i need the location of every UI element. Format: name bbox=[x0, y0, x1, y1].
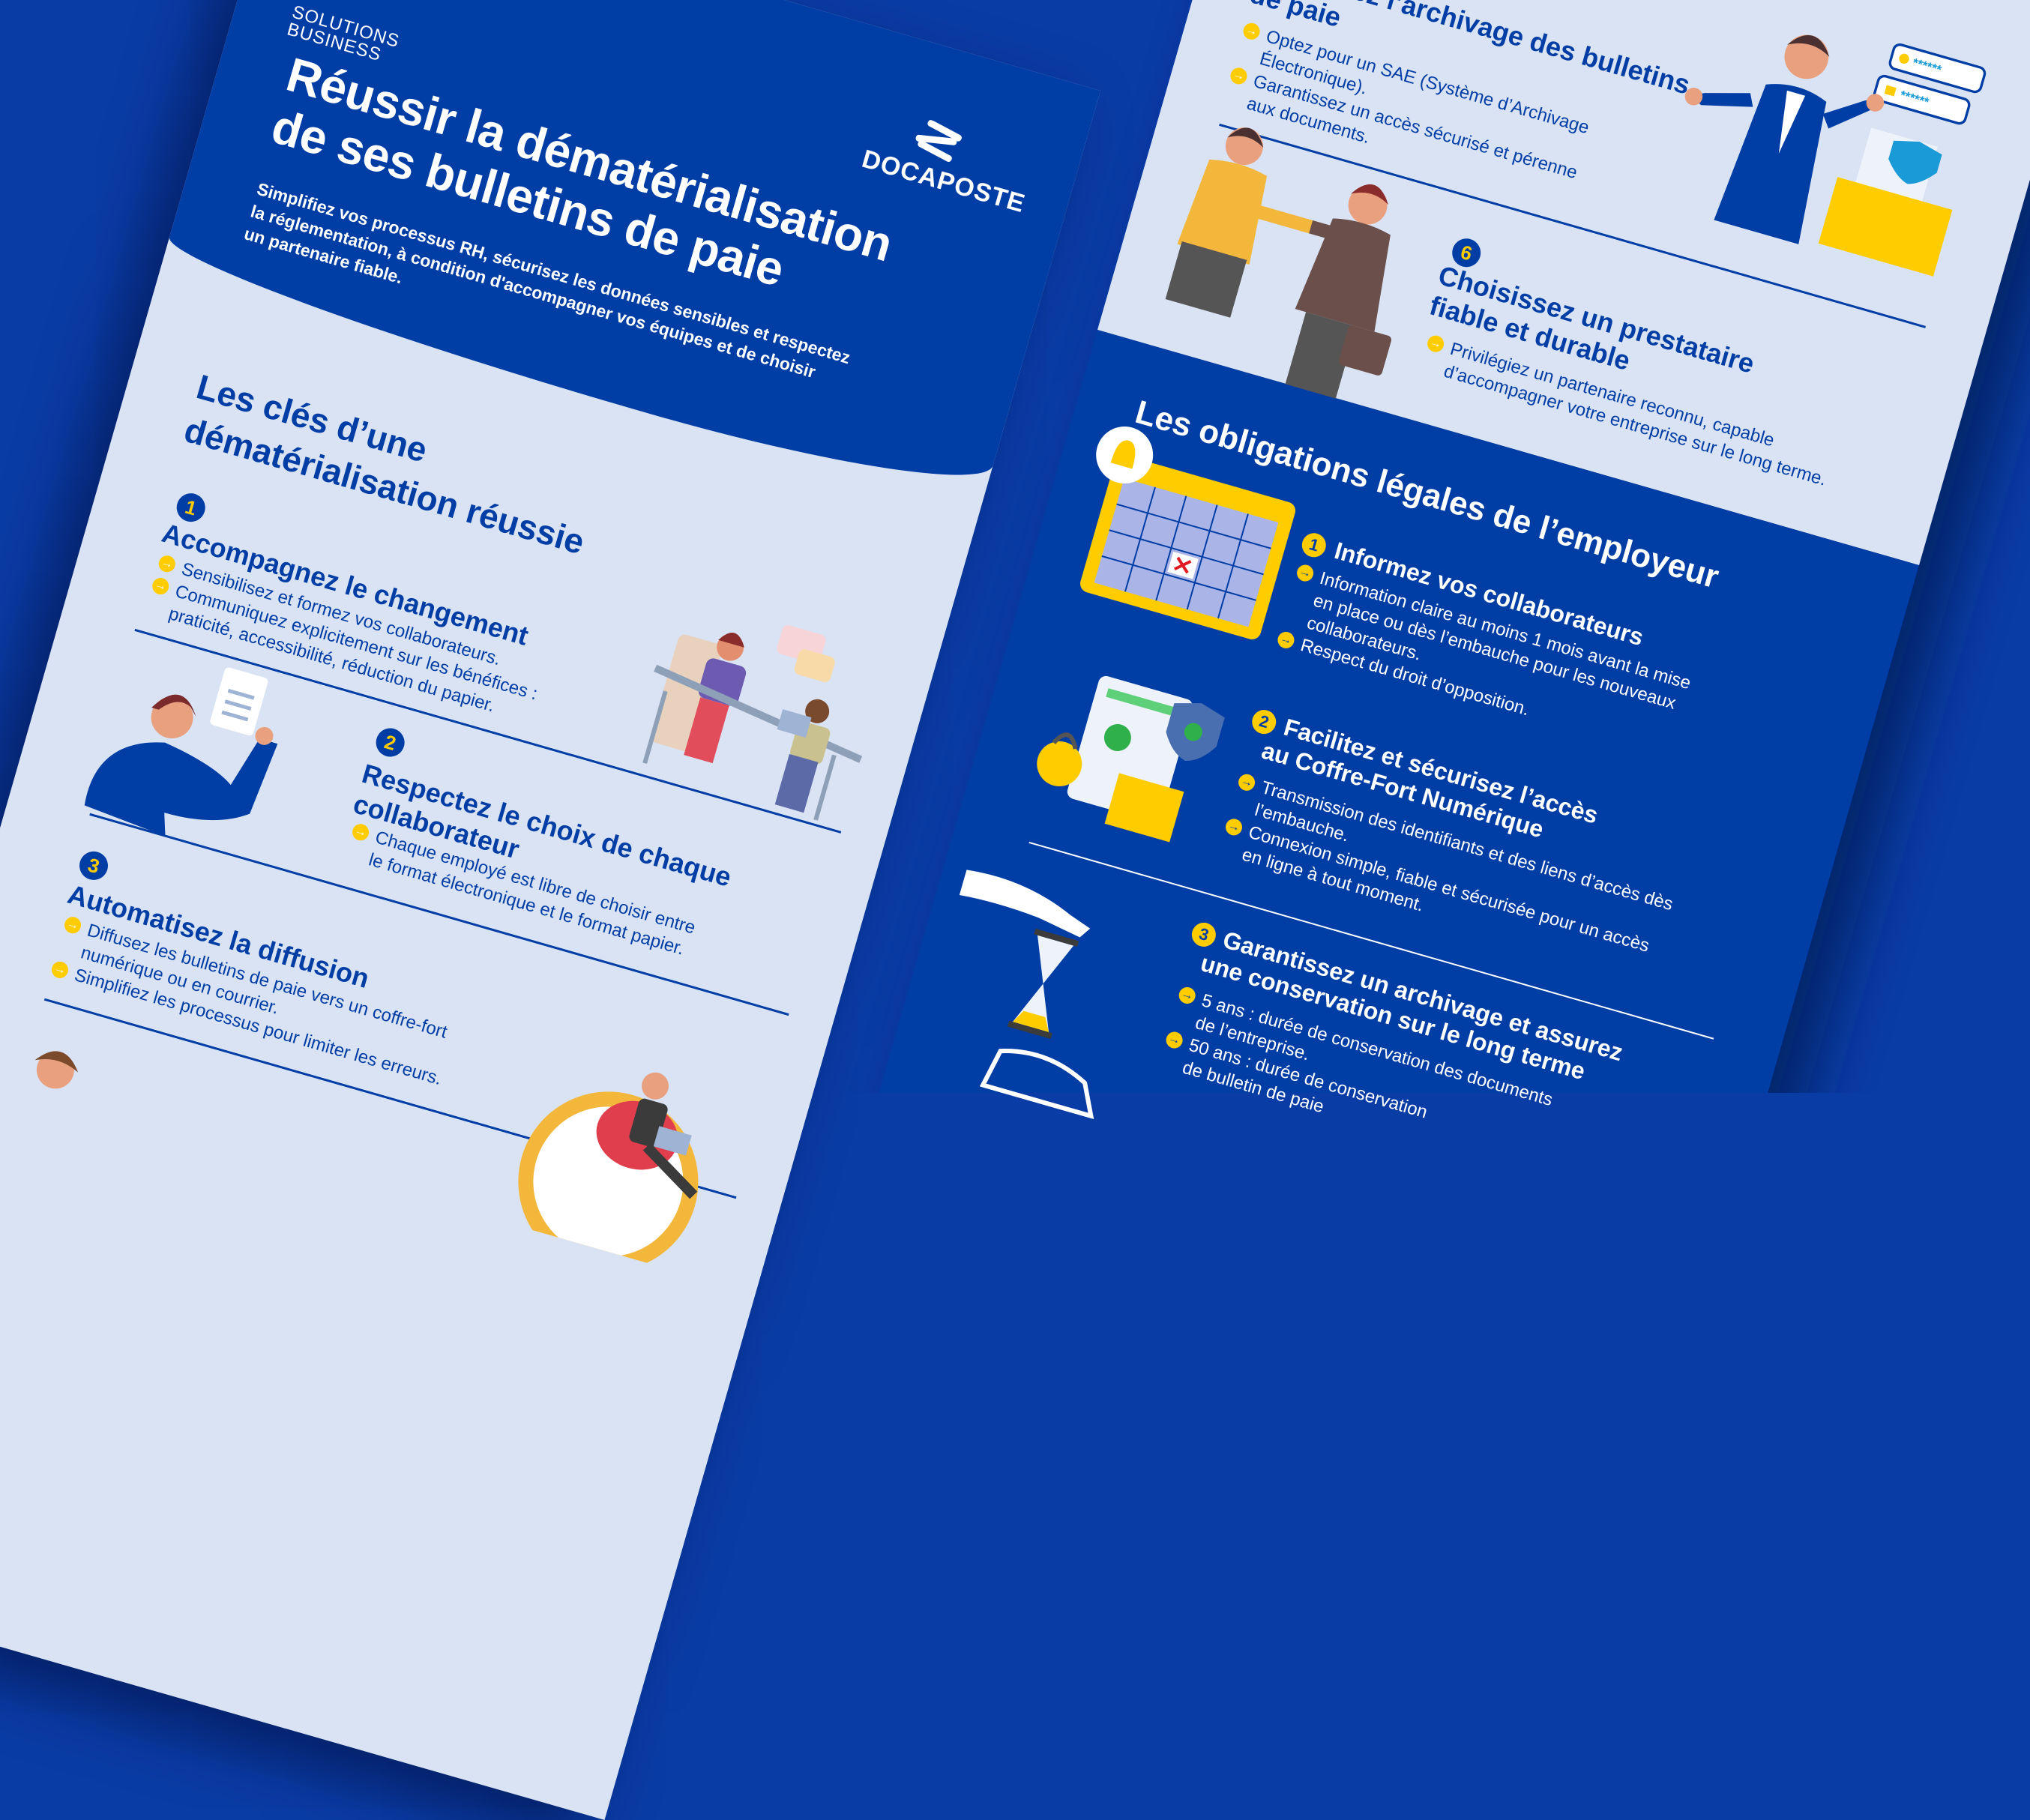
right-brochure-page: Sécurisez l’archivage des bulletins de p… bbox=[829, 0, 1987, 1486]
arrow-right-icon: → bbox=[62, 914, 83, 935]
docaposte-logo: DOCAPOSTE bbox=[859, 113, 1040, 219]
handshake-illustration bbox=[1165, 127, 1392, 399]
arrow-right-icon: → bbox=[1241, 20, 1262, 41]
arrow-right-icon: → bbox=[1228, 65, 1250, 86]
hourglass-hands-illustration bbox=[959, 869, 1094, 1119]
arrow-right-icon: → bbox=[1236, 771, 1257, 792]
lock-icon bbox=[1884, 85, 1897, 97]
step-number-2: 2 bbox=[373, 725, 409, 761]
arrow-right-icon: → bbox=[1295, 562, 1316, 583]
obligation-number-3: 3 bbox=[1189, 919, 1219, 950]
arrow-right-icon: → bbox=[1223, 816, 1244, 837]
arrow-right-icon: → bbox=[1275, 629, 1297, 651]
arrow-right-icon: → bbox=[157, 553, 178, 574]
meeting-illustration bbox=[642, 625, 863, 821]
arrow-right-icon: → bbox=[1163, 1029, 1185, 1050]
digital-safe-illustration bbox=[1037, 675, 1225, 843]
arrow-right-icon: → bbox=[1177, 984, 1198, 1006]
person-illustration bbox=[34, 1051, 79, 1089]
woman-pointing-illustration bbox=[84, 667, 278, 837]
docaposte-mark-icon bbox=[915, 119, 962, 163]
lock-icon bbox=[1037, 741, 1082, 786]
section-title: Les clés d’une dématérialisation réussie bbox=[180, 367, 589, 562]
arrow-right-icon: → bbox=[49, 959, 70, 980]
calendar-icon bbox=[1080, 426, 1296, 639]
arrow-right-icon: → bbox=[1425, 333, 1446, 354]
relaxing-clock-illustration bbox=[518, 1072, 699, 1272]
user-icon bbox=[1899, 53, 1909, 64]
step-number-3: 3 bbox=[76, 848, 112, 884]
arrow-right-icon: → bbox=[150, 576, 171, 597]
shield-icon bbox=[1888, 140, 1942, 184]
arrow-right-icon: → bbox=[350, 822, 371, 843]
secure-login-illustration: ****** ****** bbox=[1684, 34, 1987, 277]
